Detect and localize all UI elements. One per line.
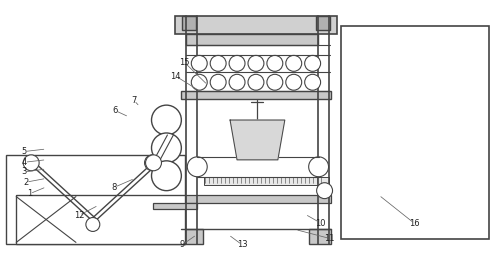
Bar bbox=[181, 230, 203, 244]
Circle shape bbox=[229, 56, 245, 71]
Text: 2: 2 bbox=[23, 178, 29, 187]
Bar bbox=[316, 16, 329, 30]
Circle shape bbox=[23, 155, 39, 171]
Bar bbox=[16, 195, 185, 244]
Bar bbox=[204, 177, 329, 185]
Circle shape bbox=[305, 56, 321, 71]
Bar bbox=[181, 91, 330, 99]
Text: 6: 6 bbox=[113, 106, 118, 115]
Text: 11: 11 bbox=[324, 234, 335, 243]
Circle shape bbox=[210, 56, 226, 71]
Circle shape bbox=[248, 74, 264, 90]
Circle shape bbox=[305, 74, 321, 90]
Bar bbox=[309, 230, 330, 244]
Circle shape bbox=[286, 74, 302, 90]
Circle shape bbox=[248, 56, 264, 71]
Circle shape bbox=[187, 157, 207, 177]
Text: 8: 8 bbox=[112, 183, 117, 192]
Text: 4: 4 bbox=[22, 158, 27, 167]
Circle shape bbox=[191, 74, 207, 90]
Text: 5: 5 bbox=[22, 147, 27, 156]
Text: 3: 3 bbox=[22, 168, 27, 177]
Circle shape bbox=[152, 133, 181, 163]
Text: 9: 9 bbox=[179, 240, 185, 249]
Bar bbox=[181, 195, 330, 203]
Circle shape bbox=[145, 155, 161, 171]
Bar bbox=[16, 195, 185, 244]
Bar bbox=[182, 16, 196, 30]
Text: 1: 1 bbox=[27, 189, 33, 198]
Bar bbox=[6, 155, 185, 244]
Circle shape bbox=[152, 161, 181, 191]
Text: 12: 12 bbox=[74, 211, 84, 220]
Circle shape bbox=[152, 105, 181, 135]
Circle shape bbox=[286, 56, 302, 71]
Bar bbox=[186, 33, 318, 45]
Circle shape bbox=[210, 74, 226, 90]
Bar bbox=[175, 16, 336, 33]
Text: 15: 15 bbox=[179, 58, 189, 67]
Circle shape bbox=[309, 157, 329, 177]
Circle shape bbox=[86, 217, 100, 232]
Circle shape bbox=[267, 74, 283, 90]
Polygon shape bbox=[230, 120, 285, 160]
Text: 13: 13 bbox=[237, 240, 247, 249]
Circle shape bbox=[191, 56, 207, 71]
Text: 14: 14 bbox=[170, 72, 181, 81]
Circle shape bbox=[229, 74, 245, 90]
Circle shape bbox=[317, 183, 332, 199]
Bar bbox=[153, 203, 197, 209]
Text: 16: 16 bbox=[409, 218, 419, 228]
Text: 7: 7 bbox=[131, 96, 137, 105]
Text: 10: 10 bbox=[316, 218, 326, 228]
Circle shape bbox=[267, 56, 283, 71]
Circle shape bbox=[146, 155, 162, 171]
Bar bbox=[341, 25, 489, 240]
